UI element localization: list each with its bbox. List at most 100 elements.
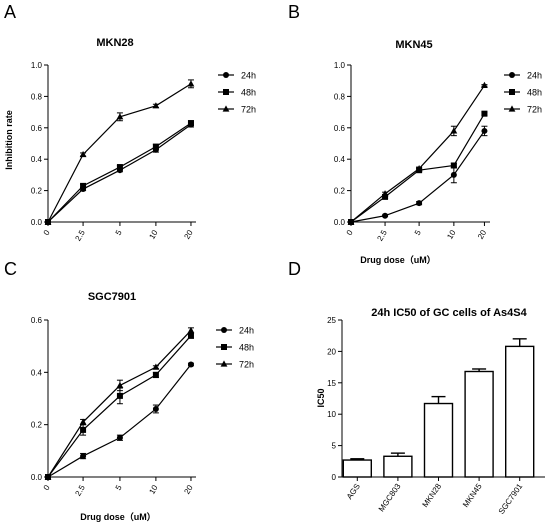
bar [342, 459, 372, 478]
chart-c: 0.0 0.2 0.4 0.6 0 2.5 5 10 20 24h 48h 72h [31, 316, 254, 498]
data-point [450, 171, 457, 178]
x-tick-label: 20 [182, 483, 195, 496]
y-tick-label: 25 [327, 316, 336, 325]
series-48h: 48h [45, 332, 254, 480]
chart-a: 0.0 0.2 0.4 0.6 0.8 1.0 0 2.5 5 10 20 24h 48h 72h [31, 61, 256, 243]
panel-letter-a: A [4, 2, 16, 22]
y-tick-label: 0.0 [31, 218, 43, 227]
series-48h: 48h [45, 88, 256, 225]
data-point [152, 405, 159, 412]
legend-marker [220, 360, 228, 367]
legend-label: 72h [527, 105, 542, 115]
y-tick-label: 15 [327, 379, 336, 388]
series-line [350, 130, 485, 223]
x-tick-label: 20 [476, 228, 489, 241]
data-point [450, 162, 457, 169]
data-point [481, 110, 488, 117]
x-tick-label: 0 [345, 228, 355, 237]
x-tick-label: 10 [147, 228, 160, 241]
chart-b-xlabel: Drug dose（uM） [360, 255, 436, 265]
legend-marker [509, 89, 515, 95]
series-24h: 24h [45, 326, 254, 480]
legend-label: 48h [527, 88, 542, 98]
bar [383, 455, 413, 478]
data-point [187, 80, 195, 87]
y-tick-label: 0.6 [334, 124, 346, 133]
x-tick-label: 5 [114, 483, 124, 492]
data-point [152, 102, 160, 109]
y-tick-label: 1.0 [31, 61, 43, 70]
data-point [187, 332, 194, 339]
data-point [481, 127, 488, 134]
bar [464, 370, 494, 478]
x-tick-label: 0 [42, 483, 52, 492]
data-point [152, 363, 160, 370]
x-tick-label: 10 [445, 228, 458, 241]
data-point [416, 200, 423, 207]
data-point [152, 143, 159, 150]
chart-a-title: MKN28 [96, 37, 133, 49]
x-tick-label: 5 [413, 228, 423, 237]
data-point [152, 371, 159, 378]
data-point [80, 182, 87, 189]
legend-label: 72h [239, 360, 254, 370]
data-point [116, 113, 124, 120]
chart-c-xlabel: Drug dose（uM） [80, 512, 156, 522]
legend-marker [221, 344, 227, 350]
legend-marker [221, 327, 227, 333]
x-tick-label: MKN28 [420, 482, 443, 509]
x-tick-label: MGC803 [377, 482, 403, 514]
legend-marker [223, 89, 229, 95]
data-point [187, 361, 194, 368]
series-line [47, 124, 192, 223]
legend-marker [508, 105, 516, 112]
y-tick-label: 0.6 [31, 316, 43, 325]
y-tick-label: 0.2 [31, 421, 43, 430]
series-72h: 72h [44, 326, 254, 480]
y-tick-label: 20 [327, 347, 336, 356]
x-tick-label: MKN45 [461, 482, 484, 509]
legend-marker [222, 105, 230, 112]
x-tick-label: 2.5 [73, 483, 87, 498]
chart-b-title: MKN45 [395, 39, 432, 51]
series-72h: 72h [347, 81, 542, 225]
legend-label: 24h [239, 326, 254, 336]
legend-label: 24h [527, 71, 542, 81]
y-tick-label: 0.8 [31, 92, 43, 101]
data-point [347, 218, 355, 225]
y-tick-label: 0.2 [31, 187, 43, 196]
data-point [382, 212, 389, 219]
data-point [80, 426, 87, 433]
bar [423, 402, 454, 478]
chart-c-title: SGC7901 [88, 291, 136, 303]
chart-d-ylabel: IC50 [316, 388, 326, 407]
y-tick-label: 10 [327, 410, 336, 419]
data-point [116, 164, 123, 171]
data-point [80, 453, 87, 460]
legend-label: 24h [241, 71, 256, 81]
data-point [381, 190, 389, 197]
series-line [47, 335, 192, 478]
x-tick-label: 5 [114, 228, 124, 237]
data-point [187, 120, 194, 127]
data-point [116, 434, 123, 441]
y-tick-label: 0.2 [334, 187, 346, 196]
data-point [187, 326, 195, 334]
x-tick-label: 2.5 [375, 228, 389, 243]
legend-marker [223, 72, 229, 78]
y-tick-label: 0.4 [31, 155, 43, 164]
y-tick-label: 0.0 [334, 218, 346, 227]
x-tick-label: 2.5 [73, 228, 87, 243]
data-point [116, 392, 123, 399]
y-tick-label: 0.6 [31, 124, 43, 133]
y-tick-label: 0.0 [31, 473, 43, 482]
legend-label: 48h [241, 88, 256, 98]
bar [505, 345, 535, 478]
legend-marker [509, 72, 515, 78]
data-point [481, 81, 488, 89]
y-tick-label: 0 [332, 473, 337, 482]
y-tick-label: 1.0 [334, 61, 346, 70]
y-tick-label: 5 [332, 442, 337, 451]
y-tick-label: 0.8 [334, 92, 346, 101]
data-point [44, 473, 52, 480]
